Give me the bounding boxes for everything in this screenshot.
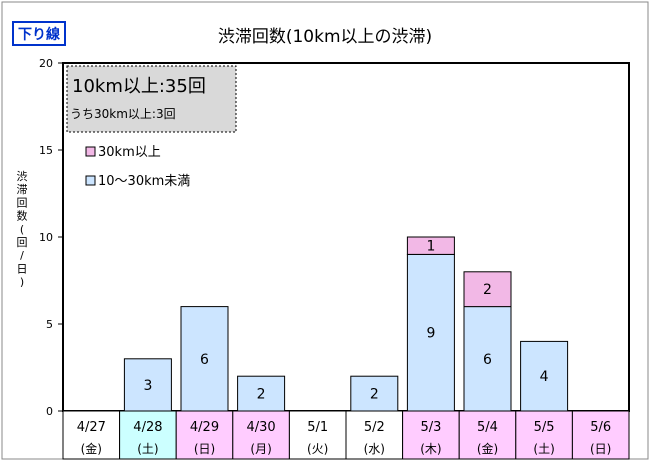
x-weekday-label: (土) — [137, 442, 158, 456]
x-category-cell — [458, 410, 517, 460]
x-category-cell — [175, 410, 234, 460]
x-weekday-label: (火) — [307, 442, 328, 456]
summary-sub: うち30km以上:3回 — [70, 107, 176, 121]
x-date-label: 4/30 — [246, 420, 275, 435]
bar-10-30km — [520, 340, 569, 412]
x-category-cell — [62, 410, 121, 460]
data-label-10-30km: 2 — [370, 387, 379, 403]
data-label-30km: 2 — [483, 282, 492, 298]
bar-30km — [406, 236, 455, 255]
y-tick-label: 5 — [46, 318, 53, 331]
y-tick-label: 10 — [39, 231, 53, 244]
x-weekday-label: (月) — [250, 442, 271, 456]
direction-badge — [12, 21, 66, 46]
x-date-label: 5/4 — [477, 420, 498, 435]
bar-30km — [463, 271, 512, 308]
x-category-cell — [232, 410, 290, 460]
bar-10-30km — [123, 358, 172, 412]
data-label-10-30km: 9 — [426, 326, 435, 342]
y-tick-label: 15 — [39, 144, 53, 157]
data-label-10-30km: 3 — [143, 378, 152, 394]
x-date-label: 5/2 — [364, 420, 385, 435]
y-axis-label: 渋滞回数(回/日) — [17, 170, 28, 289]
x-date-label: 4/27 — [77, 420, 106, 435]
legend-label-30km: 30km以上 — [98, 145, 161, 160]
x-date-label: 5/5 — [534, 420, 555, 435]
x-date-label: 4/28 — [133, 420, 162, 435]
x-date-label: 5/3 — [420, 420, 441, 435]
y-tick-label: 20 — [39, 57, 53, 70]
y-tick-label: 0 — [46, 405, 53, 418]
x-weekday-label: (金) — [81, 441, 102, 456]
x-category-cell — [288, 410, 347, 460]
x-weekday-label: (水) — [364, 442, 385, 456]
legend: 30km以上 10〜30km未満 — [85, 145, 190, 189]
x-weekday-label: (日) — [590, 442, 611, 456]
summary-total: 10km以上:35回 — [72, 76, 206, 97]
x-weekday-label: (土) — [533, 442, 554, 456]
x-axis: 4/27 (金) 4/28 (土) 4/29 (日) 4/30 (月) 5/1 (火) 5/2 (水)… — [62, 410, 630, 460]
x-date-label: 5/6 — [590, 420, 611, 435]
legend-swatch-30km — [85, 146, 96, 157]
summary-box — [66, 65, 237, 133]
x-weekday-label: (木) — [420, 442, 441, 456]
x-category-cell — [345, 410, 404, 460]
x-weekday-label: (日) — [194, 442, 215, 456]
direction-badge-text: 下り線 — [18, 26, 60, 43]
x-date-label: 4/29 — [190, 420, 219, 435]
chart-title: 渋滞回数(10km以上の渋滞) — [218, 27, 432, 47]
x-category-cell — [515, 410, 573, 460]
data-label-10-30km: 2 — [257, 387, 266, 403]
x-category-cell — [119, 410, 177, 460]
data-label-10-30km: 4 — [540, 369, 549, 385]
legend-label-10-30km: 10〜30km未満 — [98, 174, 190, 189]
bar-10-30km — [180, 306, 229, 412]
x-weekday-label: (金) — [477, 441, 498, 456]
x-date-label: 5/1 — [307, 420, 328, 435]
legend-swatch-10-30km — [85, 175, 96, 186]
data-label-10-30km: 6 — [483, 352, 492, 368]
bar-10-30km — [350, 375, 399, 412]
bar-10-30km — [406, 253, 455, 412]
x-category-cell — [571, 410, 630, 460]
data-label-30km: 1 — [426, 239, 435, 255]
data-label-10-30km: 6 — [200, 352, 209, 368]
y-axis: 0 5 10 15 20 — [39, 57, 63, 418]
